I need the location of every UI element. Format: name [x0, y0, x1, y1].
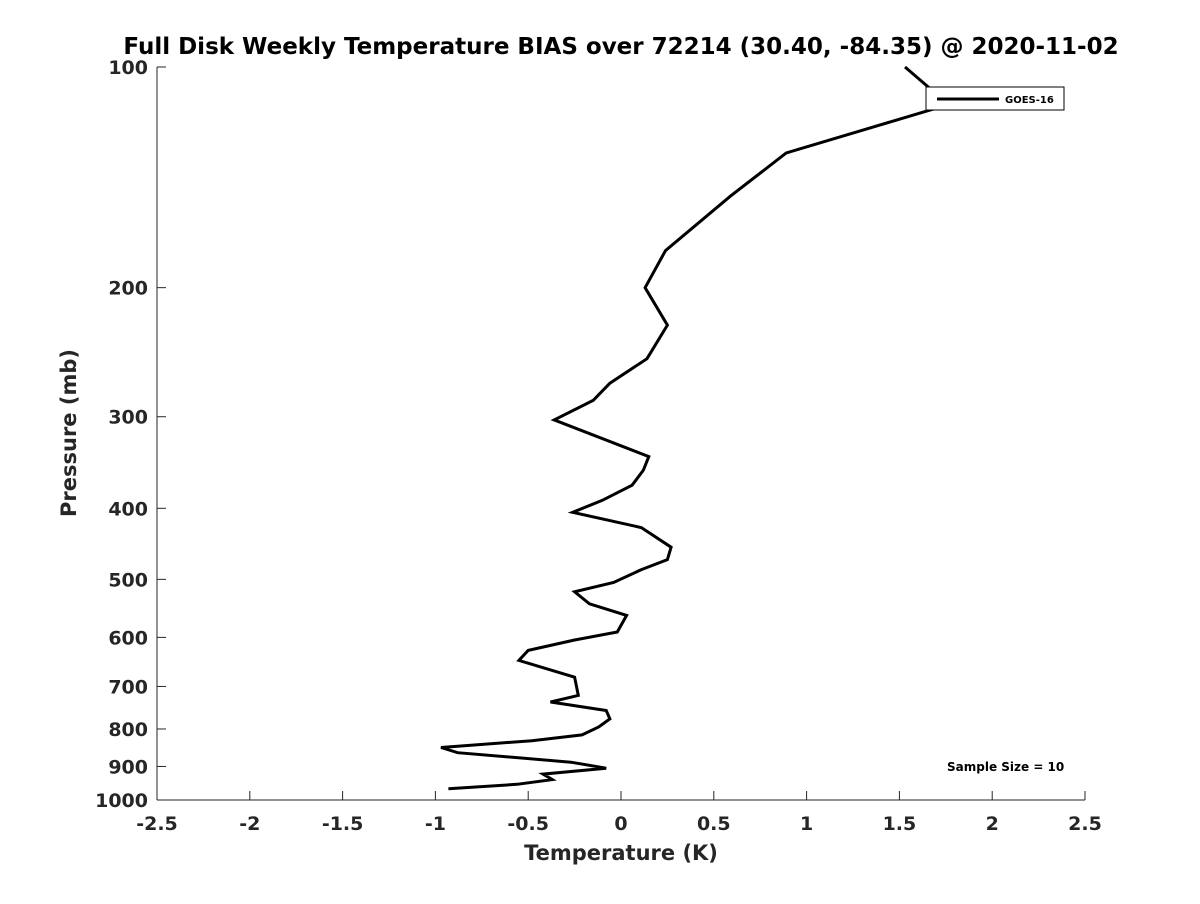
- x-tick-label: -1: [425, 813, 446, 835]
- y-tick-label: 700: [108, 676, 148, 698]
- legend: GOES-16: [925, 86, 1065, 111]
- y-tick-label: 100: [108, 57, 148, 79]
- y-tick-label: 500: [108, 569, 148, 591]
- x-tick-label: -2.5: [136, 813, 178, 835]
- sample-size-annotation: Sample Size = 10: [947, 760, 1064, 774]
- x-tick-label: 0: [614, 813, 627, 835]
- plot-area: [157, 67, 1085, 800]
- y-tick-label: 1000: [95, 790, 148, 812]
- y-axis-ticks: 100 200 300 400 500 600 700 800 900 1000: [95, 57, 166, 812]
- y-tick-label: 800: [108, 719, 148, 741]
- x-tick-label: 1: [800, 813, 813, 835]
- legend-label-goes-16: GOES-16: [1005, 95, 1054, 106]
- series-line-goes-16: [440, 65, 946, 791]
- x-tick-label: -0.5: [507, 813, 549, 835]
- y-tick-label: 300: [108, 407, 148, 429]
- x-tick-label: 2: [986, 813, 999, 835]
- x-tick-label: -2: [239, 813, 260, 835]
- y-tick-label: 900: [108, 756, 148, 778]
- y-tick-label: 400: [108, 498, 148, 520]
- x-tick-label: -1.5: [322, 813, 364, 835]
- y-axis-label: Pressure (mb): [57, 349, 81, 517]
- x-tick-label: 2.5: [1068, 813, 1102, 835]
- y-tick-label: 600: [108, 627, 148, 649]
- chart-title: Full Disk Weekly Temperature BIAS over 7…: [123, 34, 1118, 60]
- x-axis-label: Temperature (K): [524, 841, 718, 865]
- x-tick-label: 0.5: [697, 813, 731, 835]
- series-layer: [440, 65, 946, 791]
- y-tick-label: 200: [108, 278, 148, 300]
- x-tick-label: 1.5: [883, 813, 917, 835]
- x-axis-ticks: -2.5 -2 -1.5 -1 -0.5 0 0.5 1 1.5 2 2.5: [136, 791, 1102, 835]
